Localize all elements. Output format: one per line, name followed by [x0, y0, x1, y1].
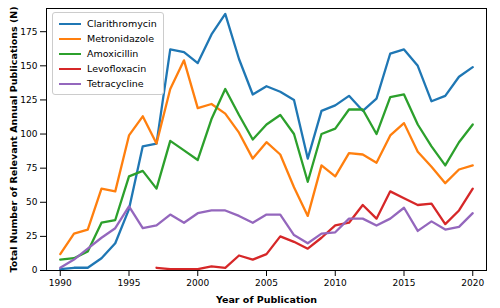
svg-text:125: 125	[20, 95, 37, 105]
html-text:Levofloxacin: Levofloxacin	[87, 63, 147, 74]
svg-text:Year of Publication: Year of Publication	[215, 294, 317, 305]
svg-text:25: 25	[26, 231, 37, 241]
html-text:Clarithromycin: Clarithromycin	[87, 18, 157, 29]
html-text:Amoxicillin: Amoxicillin	[87, 48, 139, 59]
html-text:Tetracycline: Tetracycline	[87, 78, 144, 89]
html-text:Metronidazole: Metronidazole	[87, 33, 155, 44]
svg-text:2020: 2020	[461, 278, 484, 288]
svg-text:100: 100	[20, 129, 37, 139]
svg-text:50: 50	[26, 197, 38, 207]
svg-text:0: 0	[32, 265, 38, 275]
svg-text:2015: 2015	[393, 278, 416, 288]
svg-text:1990: 1990	[49, 278, 72, 288]
svg-text:175: 175	[20, 27, 37, 37]
svg-text:75: 75	[26, 163, 37, 173]
svg-text:1995: 1995	[118, 278, 141, 288]
svg-text:2000: 2000	[186, 278, 209, 288]
svg-text:2005: 2005	[255, 278, 278, 288]
svg-text:150: 150	[20, 61, 37, 71]
svg-text:Total Number of Relevant Annua: Total Number of Relevant Annual Publicat…	[8, 6, 19, 272]
svg-text:2010: 2010	[324, 278, 347, 288]
